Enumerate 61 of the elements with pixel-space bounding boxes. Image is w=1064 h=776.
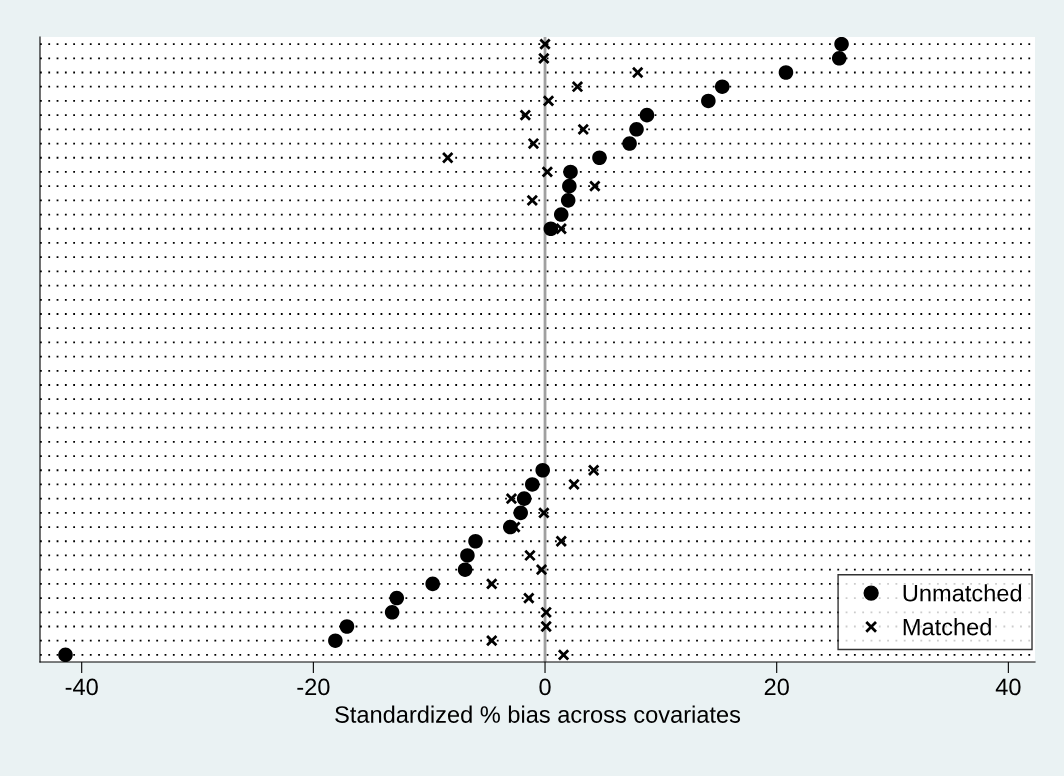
point [592,150,607,166]
point [535,462,550,478]
point [563,164,578,180]
point [485,577,498,590]
point [588,180,601,193]
point [522,592,535,605]
point [468,533,483,549]
point [58,647,73,662]
point [555,222,568,235]
point [542,94,555,107]
point [540,606,553,619]
point [485,634,498,647]
point [513,505,528,521]
point [537,506,550,519]
point [555,535,568,548]
point [339,619,355,634]
point [543,221,559,237]
point [425,576,440,592]
point [639,107,655,123]
point [587,464,600,477]
point [523,549,537,562]
point [457,562,473,577]
point [537,52,550,65]
point [622,136,637,151]
point [389,590,405,606]
point [577,123,590,136]
point [778,65,794,80]
point [541,165,554,178]
point [629,122,644,137]
x-tick-label: 0 [539,678,551,696]
point [562,178,577,194]
point [526,194,539,207]
x-tick-label: 40 [995,678,1021,696]
point [525,477,540,492]
point [538,38,552,51]
x-tick-label: -40 [65,678,98,696]
point [571,80,584,93]
point [441,151,454,164]
point [460,548,475,563]
point [560,193,576,208]
point [567,478,581,491]
point [553,207,569,222]
point [535,563,548,576]
point [631,66,644,79]
point [701,93,716,109]
x-axis-title: Standardized % bias across covariates [335,705,741,723]
point [714,79,730,94]
point [384,605,400,620]
point [516,491,532,506]
legend-label: Matched [903,618,991,636]
point [834,37,849,52]
x-tick-label: -20 [297,678,330,696]
legend-label: Unmatched [903,584,1022,602]
point [527,137,540,150]
point [505,492,518,505]
point [831,51,847,66]
point [540,620,553,633]
point [328,633,343,648]
x-tick-label: 20 [764,678,789,696]
point [557,648,570,661]
point [519,109,532,122]
